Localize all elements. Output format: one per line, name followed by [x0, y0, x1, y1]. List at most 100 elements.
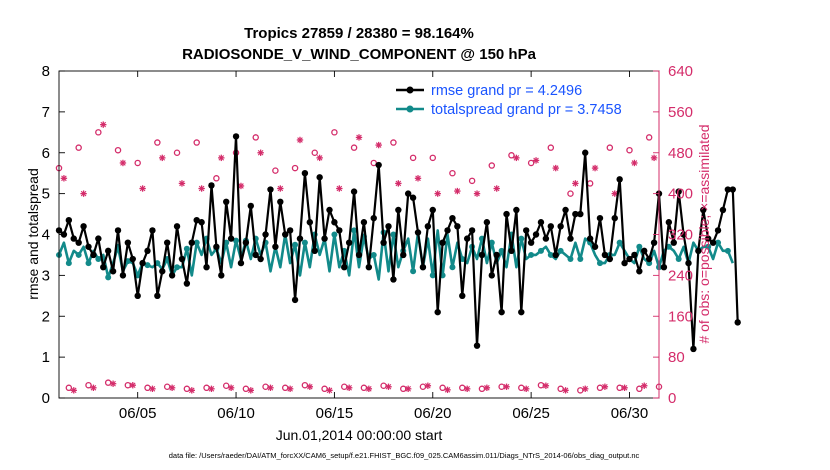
totalspread-point — [95, 256, 102, 263]
legend-spread-marker — [406, 105, 414, 113]
obs-assimilated-marker — [650, 154, 658, 162]
totalspread-point — [183, 245, 190, 252]
obs-possible-marker — [390, 139, 397, 146]
obs-possible-marker — [114, 146, 122, 154]
rmse-point — [119, 272, 127, 279]
rmse-point — [454, 223, 461, 230]
obs-assimilated-marker — [257, 149, 264, 156]
y-tick-label-right: 0 — [668, 390, 676, 407]
rmse-point — [257, 255, 264, 263]
totalspread-point — [233, 237, 240, 244]
rmse-point — [478, 251, 486, 259]
rmse-point — [370, 214, 377, 222]
obs-assimilated-stroke — [533, 157, 539, 164]
obs-assimilated-stroke — [582, 386, 589, 392]
rmse-point — [459, 292, 466, 300]
rmse-point — [419, 264, 427, 271]
rmse-point — [232, 133, 240, 140]
obs-possible-marker — [291, 164, 299, 172]
obs-assimilated-marker — [444, 386, 451, 394]
totalspread-point — [85, 260, 92, 267]
rmse-point — [316, 174, 323, 181]
obs-assimilated-marker — [395, 180, 402, 187]
rmse-point — [650, 239, 658, 246]
rmse-point — [429, 206, 436, 214]
rmse-point — [90, 251, 97, 259]
obs-assimilated-marker — [641, 382, 648, 389]
obs-assimilated-stroke — [356, 134, 362, 141]
totalspread-point — [410, 268, 417, 275]
obs-assimilated-marker — [198, 185, 205, 192]
totalspread-point — [636, 243, 643, 250]
rmse-point — [508, 247, 515, 255]
x-axis: 06/05 06/10 06/15 06/20 06/25 06/30 — [119, 71, 648, 422]
totalspread-point — [537, 247, 544, 254]
x-tick-label: 06/05 — [119, 405, 157, 422]
obs-possible-marker — [567, 190, 574, 197]
rmse-point — [380, 239, 387, 246]
rmse-point — [296, 235, 304, 242]
obs-assimilated-marker — [483, 384, 491, 391]
obs-assimilated-stroke — [100, 121, 107, 128]
rmse-point — [483, 219, 491, 226]
obs-assimilated-stroke — [287, 386, 293, 392]
totalspread-point — [223, 239, 230, 246]
rmse-point — [675, 188, 682, 195]
rmse-point — [336, 227, 343, 234]
rmse-point — [252, 251, 259, 259]
rmse-point — [586, 235, 594, 242]
rmse-point — [606, 255, 614, 263]
obs-assimilated-stroke — [129, 382, 136, 389]
rmse-point — [193, 216, 200, 224]
obs-possible-marker — [65, 384, 73, 392]
obs-assimilated-stroke — [90, 384, 97, 391]
obs-assimilated-stroke — [110, 380, 116, 387]
totalspread-point — [449, 264, 456, 271]
obs-assimilated-marker — [109, 380, 117, 387]
rmse-point — [690, 345, 697, 353]
obs-assimilated-stroke — [208, 386, 215, 392]
obs-assimilated-stroke — [592, 165, 598, 171]
obs-possible-marker — [85, 381, 92, 389]
rmse-point — [449, 214, 456, 222]
obs-assimilated-stroke — [552, 165, 559, 171]
obs-assimilated-stroke — [651, 155, 657, 161]
rmse-point — [267, 186, 274, 193]
rmse-point — [247, 202, 255, 210]
obs-assimilated-stroke — [493, 185, 500, 192]
rmse-point — [321, 235, 328, 242]
y-tick-label-right: 480 — [668, 145, 693, 162]
chart-subtitle: RADIOSONDE_V_WIND_COMPONENT @ 150 hPa — [182, 46, 537, 63]
rmse-point — [80, 223, 87, 230]
obs-assimilated-stroke — [562, 387, 569, 394]
totalspread-point — [488, 239, 495, 246]
y-tick-label: 6 — [42, 145, 50, 162]
obs-assimilated-stroke — [602, 383, 608, 390]
obs-possible-marker — [154, 139, 161, 146]
obs-assimilated-marker — [345, 384, 353, 391]
rmse-point — [183, 280, 191, 287]
rmse-point — [424, 223, 432, 230]
obs-possible-marker — [242, 385, 250, 393]
rmse-point — [552, 251, 559, 259]
rmse-point — [572, 210, 579, 218]
rmse-point — [227, 235, 235, 242]
rmse-point — [291, 296, 299, 304]
obs-assimilated-marker — [513, 154, 520, 162]
obs-assimilated-marker — [208, 385, 215, 393]
obs-assimilated-marker — [473, 190, 481, 197]
obs-possible-marker — [380, 382, 387, 389]
obs-assimilated-marker — [159, 154, 166, 162]
obs-assimilated-marker — [591, 164, 599, 172]
obs-assimilated-stroke — [523, 386, 530, 392]
rmse-point — [163, 239, 171, 246]
totalspread-point — [498, 247, 505, 254]
rmse-point — [65, 216, 73, 224]
obs-assimilated-marker — [621, 384, 628, 391]
rmse-point — [286, 227, 294, 234]
obs-possible-marker — [468, 177, 476, 185]
obs-assimilated-stroke — [484, 384, 490, 391]
rmse-point — [242, 239, 250, 246]
obs-assimilated-stroke — [61, 175, 67, 182]
